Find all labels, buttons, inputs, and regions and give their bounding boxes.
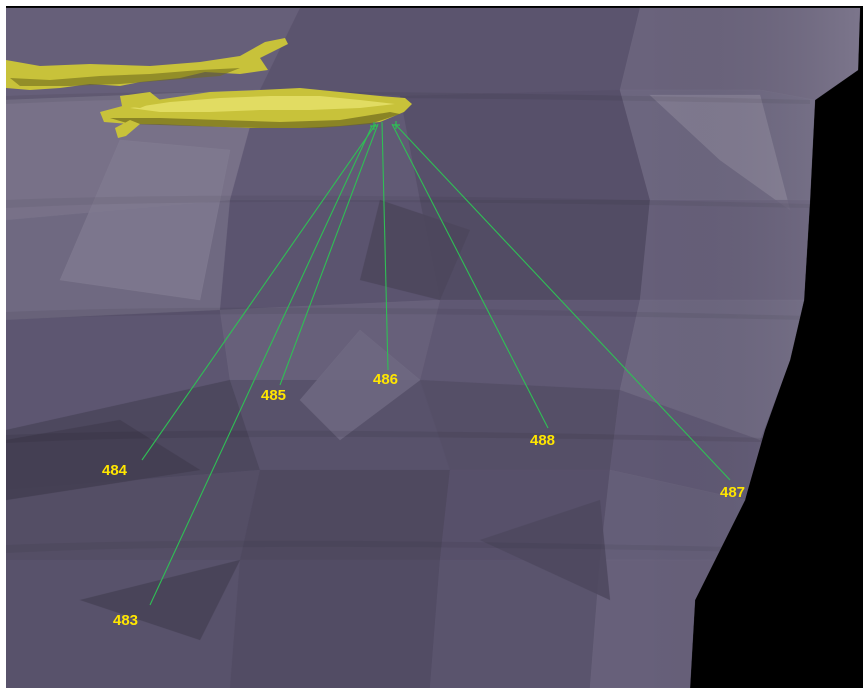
vessel-structure [6, 38, 412, 138]
electrode-label-485[interactable]: 485 [261, 387, 286, 404]
electrode-label-484[interactable]: 484 [102, 462, 128, 479]
origin-cross-marker [392, 121, 400, 129]
electrode-label-488[interactable]: 488 [530, 432, 555, 449]
electrode-line-488 [391, 123, 549, 429]
electrode-line-486 [381, 121, 389, 371]
vessel-highlight [130, 96, 395, 112]
vessel-upper-branch [6, 38, 288, 90]
electrode-line-487 [394, 123, 731, 481]
electrode-lines [141, 121, 731, 606]
vessel-upper-shadow [10, 68, 240, 86]
electrode-line-483 [149, 125, 373, 606]
electrode-label-483[interactable]: 483 [113, 612, 138, 629]
left-border [0, 0, 6, 688]
electrode-labels: 483 484 485 486 487 488 [102, 371, 745, 629]
mesh-shading [0, 8, 860, 688]
vessel-fragment-2 [120, 92, 160, 108]
vessel-shadow [110, 112, 400, 128]
top-border [0, 0, 863, 6]
origin-markers [370, 121, 400, 130]
origin-cross-marker [370, 122, 378, 130]
electrode-label-487[interactable]: 487 [720, 484, 745, 501]
electrode-label-486[interactable]: 486 [373, 371, 398, 388]
vessel-fragment [115, 120, 140, 138]
electrode-line-484 [141, 123, 377, 461]
electrode-line-485 [279, 123, 379, 386]
